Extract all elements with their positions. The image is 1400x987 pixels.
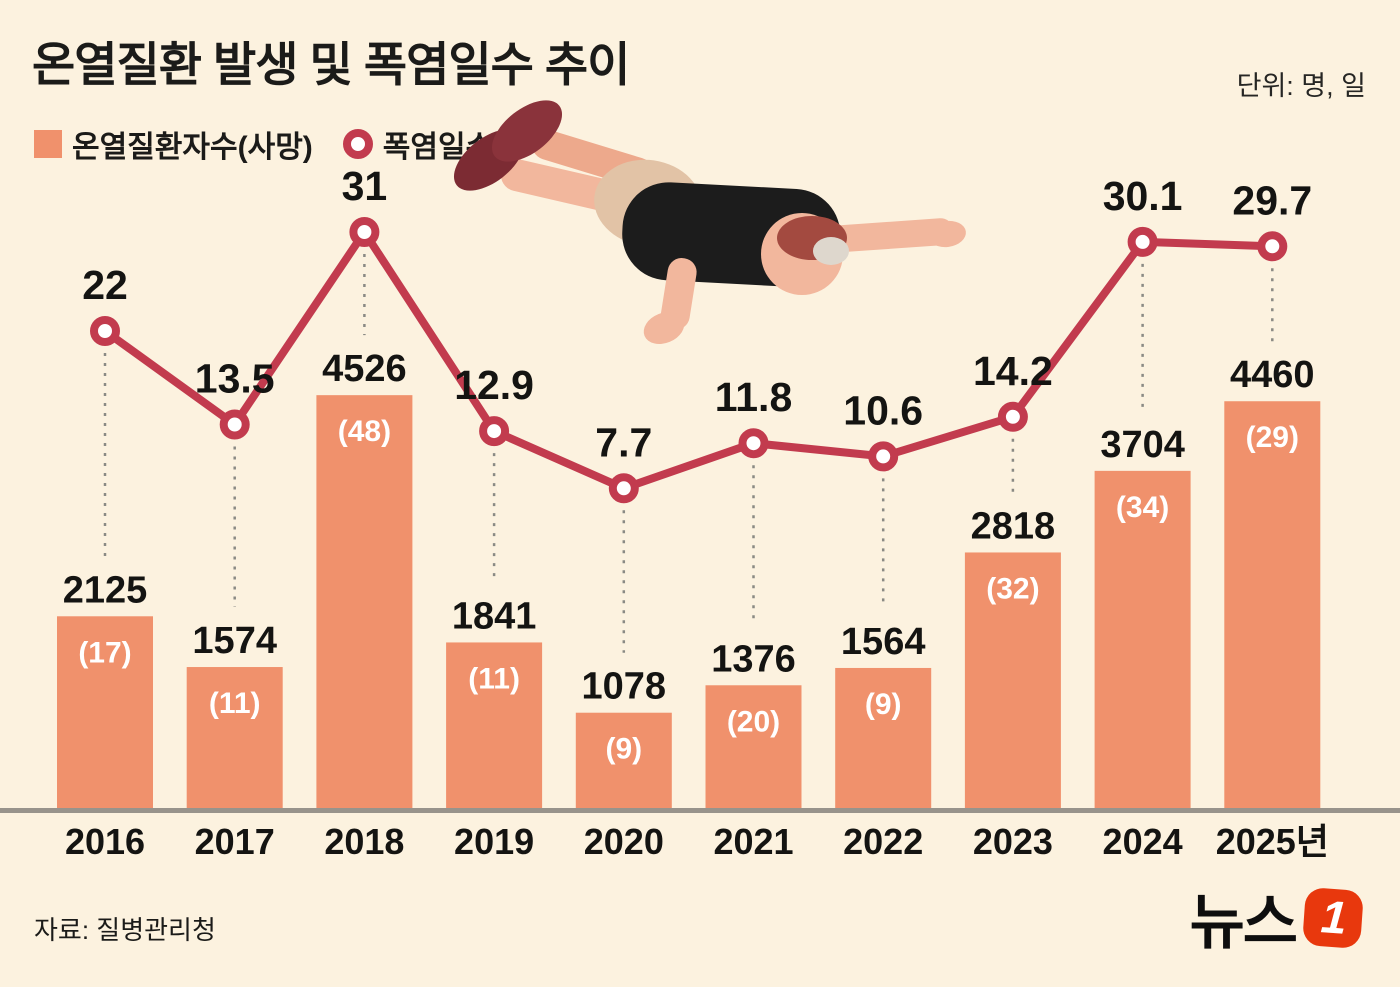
bar-death-label: (48) [338,415,391,448]
x-axis-label: 2023 [973,821,1053,862]
line-value-label: 30.1 [1103,173,1183,219]
x-axis-label: 2021 [713,821,793,862]
line-marker [219,409,250,440]
bar-death-label: (34) [1116,491,1169,524]
bar-2017 [186,667,283,812]
line-marker [479,416,510,447]
line-value-label: 14.2 [973,348,1053,394]
bar-2020 [575,712,672,812]
bar-value-label: 2125 [63,569,148,611]
bar-2025년 [1224,401,1321,812]
bar-2022 [835,667,932,812]
bar-value-label: 1574 [192,620,277,662]
bar-death-label: (9) [865,688,902,721]
line-marker [868,441,899,472]
line-value-label: 22 [82,262,128,308]
line-marker [1257,231,1288,262]
bar-2018 [316,395,413,812]
bar-2023 [964,552,1061,812]
line-value-label: 13.5 [195,356,275,402]
bar-value-label: 1564 [841,621,926,663]
line-marker [349,217,380,247]
line-marker [738,428,769,459]
bar-value-label: 1841 [452,595,537,637]
line-value-label: 7.7 [595,419,652,465]
x-axis-label: 2025년 [1216,821,1329,862]
x-axis-label: 2022 [843,821,923,862]
bar-death-label: (29) [1246,421,1299,454]
line-value-label: 29.7 [1232,177,1312,223]
x-axis [0,808,1400,813]
bar-legend-swatch [34,130,62,158]
line-marker [997,401,1028,432]
bar-death-label: (32) [986,572,1039,605]
x-axis-label: 2020 [584,821,664,862]
line-marker [608,473,639,504]
news1-logo-text: 뉴스 [1189,889,1298,956]
x-axis-label: 2019 [454,821,534,862]
unit-label: 단위: 명, 일 [1236,71,1366,101]
bar-2024 [1094,470,1191,812]
bar-value-label: 4460 [1230,354,1315,396]
line-value-label: 31 [342,163,388,209]
bar-death-label: (11) [468,662,520,695]
bar-death-label: (20) [727,705,780,738]
bar-value-label: 2818 [971,505,1056,547]
source-credit: 자료: 질병관리청 [34,915,216,945]
x-axis-label: 2018 [324,821,404,862]
news1-logo-mark: 1 [1302,886,1364,949]
x-axis-label: 2024 [1103,821,1183,862]
bar-value-label: 4526 [322,348,407,390]
bar-value-label: 3704 [1100,424,1185,466]
x-axis-label: 2017 [195,821,275,862]
bar-value-label: 1376 [711,638,796,680]
bar-legend-label: 온열질환자수(사망) [72,131,313,164]
bar-death-label: (11) [209,687,261,720]
x-axis-label: 2016 [65,821,145,862]
line-marker [90,316,120,346]
line-value-label: 10.6 [843,387,923,433]
line-value-label: 11.8 [715,374,793,420]
bar-2021 [705,685,802,812]
heatwave-line [101,228,1277,493]
bar-2016 [57,616,153,812]
bar-2019 [446,642,543,812]
line-value-label: 12.9 [454,362,534,408]
bar-value-label: 1078 [582,666,667,708]
bar-death-label: (9) [605,733,642,766]
bar-death-label: (17) [78,636,131,669]
chart-legend: 온열질환자수(사망) 폭염일수 [34,122,493,166]
line-marker [1127,226,1158,257]
news1-logo: 뉴스 1 [1189,874,1364,961]
page-title: 온열질환 발생 및 폭염일수 추이 [32,38,630,91]
line-legend-marker-icon [342,129,373,159]
